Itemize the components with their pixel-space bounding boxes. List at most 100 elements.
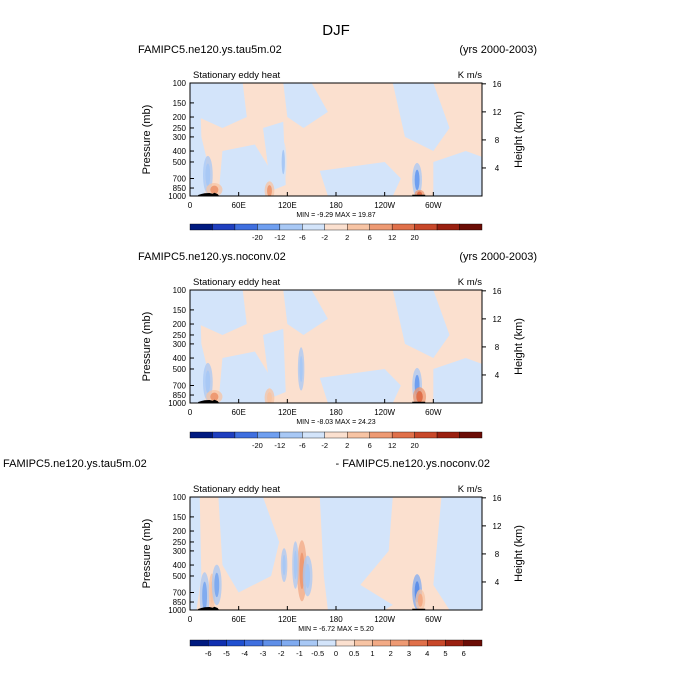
years-label: (yrs 2000-2003) <box>459 44 537 56</box>
x-tick-label: 180 <box>329 408 343 417</box>
colorbar-label: 12 <box>388 441 396 450</box>
colorbar-box <box>302 223 325 231</box>
y-tick-label: 100 <box>173 286 187 295</box>
blue-region-6 <box>392 290 450 359</box>
height-tick-label: 12 <box>493 108 502 117</box>
y-tick-label: 100 <box>173 493 187 502</box>
orography <box>198 606 220 610</box>
colorbar-box <box>414 431 438 439</box>
height-tick-label: 8 <box>495 343 500 352</box>
y-tick-label: 250 <box>173 124 187 133</box>
colorbar-label: 6 <box>368 441 372 450</box>
y-tick-label: 200 <box>173 527 187 536</box>
feature-core-4 <box>416 391 423 403</box>
colorbar-box <box>369 431 393 439</box>
years-label: - FAMIPC5.ne120.ys.noconv.02 <box>336 458 491 470</box>
height-tick-label: 4 <box>495 578 500 587</box>
y-tick-label: 300 <box>173 340 187 349</box>
blue-region-2 <box>319 497 393 610</box>
colorbar-box <box>244 639 264 647</box>
colorbar-label: 1 <box>370 649 374 658</box>
x-tick-label: 60E <box>232 615 246 624</box>
colorbar-box <box>212 223 236 231</box>
x-tick-label: 60W <box>425 408 442 417</box>
case-label: FAMIPC5.ne120.ys.noconv.02 <box>138 251 286 263</box>
blue-region-1 <box>190 290 207 403</box>
y-tick-label: 150 <box>173 99 187 108</box>
panels-group: FAMIPC5.ne120.ys.tau5m.02 (yrs 2000-2003)… <box>3 44 537 658</box>
x-tick-label: 0 <box>188 615 193 624</box>
colorbar-box <box>299 639 318 647</box>
colorbar-box <box>369 223 393 231</box>
feature-core-8 <box>305 563 311 589</box>
x-tick-label: 120W <box>374 408 395 417</box>
blue-region-4 <box>283 83 328 128</box>
colorbar-box <box>281 639 300 647</box>
colorbar-box <box>335 639 355 647</box>
x-tick-label: 60W <box>425 201 442 210</box>
colorbar-box <box>234 223 258 231</box>
feature-core-9 <box>282 554 286 576</box>
colorbar-box <box>208 639 227 647</box>
feature-core-6 <box>210 392 219 401</box>
colorbar-box <box>279 431 303 439</box>
colorbar-box <box>226 639 245 647</box>
height-tick-label: 12 <box>493 522 502 531</box>
height-tick-label: 16 <box>493 494 502 503</box>
colorbar-label: -12 <box>274 233 285 242</box>
colorbar-box <box>390 639 410 647</box>
y-axis-label: Pressure (mb) <box>141 105 153 175</box>
y-tick-label: 250 <box>173 538 187 547</box>
y-tick-label: 100 <box>173 79 187 88</box>
blue-region-3 <box>190 83 247 128</box>
blue-region-7 <box>433 151 482 196</box>
feature-core-2 <box>414 169 420 191</box>
y-tick-label: 300 <box>173 133 187 142</box>
y-tick-label: 400 <box>173 147 187 156</box>
colorbar-label: -0.5 <box>311 649 324 658</box>
x-tick-label: 180 <box>329 201 343 210</box>
field <box>190 83 482 196</box>
height-tick-label: 8 <box>495 550 500 559</box>
y-tick-label: 500 <box>173 365 187 374</box>
blue-region-7 <box>433 358 482 403</box>
case-label: FAMIPC5.ne120.ys.tau5m.02 <box>138 44 282 56</box>
colorbar-label: -20 <box>252 441 263 450</box>
colorbar-label: 5 <box>443 649 447 658</box>
x-tick-label: 120W <box>374 201 395 210</box>
colorbar-box <box>463 639 483 647</box>
units-label: K m/s <box>458 484 483 495</box>
blue-region-6 <box>392 83 450 152</box>
x-tick-label: 120E <box>278 615 297 624</box>
feature-core-1 <box>267 392 272 403</box>
colorbar-box <box>445 639 464 647</box>
colorbar-box <box>234 431 258 439</box>
case-label: FAMIPC5.ne120.ys.tau5m.02 <box>3 458 147 470</box>
colorbar-label: 2 <box>389 649 393 658</box>
y-tick-label: 850 <box>173 598 187 607</box>
y-tick-label: 1000 <box>168 399 186 408</box>
blue-region-5 <box>319 161 401 196</box>
colorbar-box <box>257 223 281 231</box>
y-tick-label: 850 <box>173 391 187 400</box>
panel-title: Stationary eddy heat <box>193 70 281 81</box>
years-label: (yrs 2000-2003) <box>459 251 537 263</box>
colorbar-label: -5 <box>223 649 230 658</box>
height-tick-label: 4 <box>495 371 500 380</box>
colorbar-box <box>257 431 281 439</box>
colorbar-label: 4 <box>425 649 429 658</box>
colorbar-box <box>189 431 213 439</box>
colorbar-label: 3 <box>407 649 411 658</box>
colorbar-label: -2 <box>321 233 328 242</box>
colorbar-box <box>189 639 209 647</box>
blue-region-3 <box>433 497 482 610</box>
colorbar-label: -4 <box>241 649 248 658</box>
x-tick-label: 120W <box>374 615 395 624</box>
colorbar-box <box>414 223 438 231</box>
panel-2: FAMIPC5.ne120.ys.noconv.02 (yrs 2000-2003… <box>138 251 537 450</box>
y-tick-label: 250 <box>173 331 187 340</box>
colorbar-box <box>302 431 325 439</box>
y-tick-label: 500 <box>173 158 187 167</box>
colorbar-box <box>459 223 483 231</box>
